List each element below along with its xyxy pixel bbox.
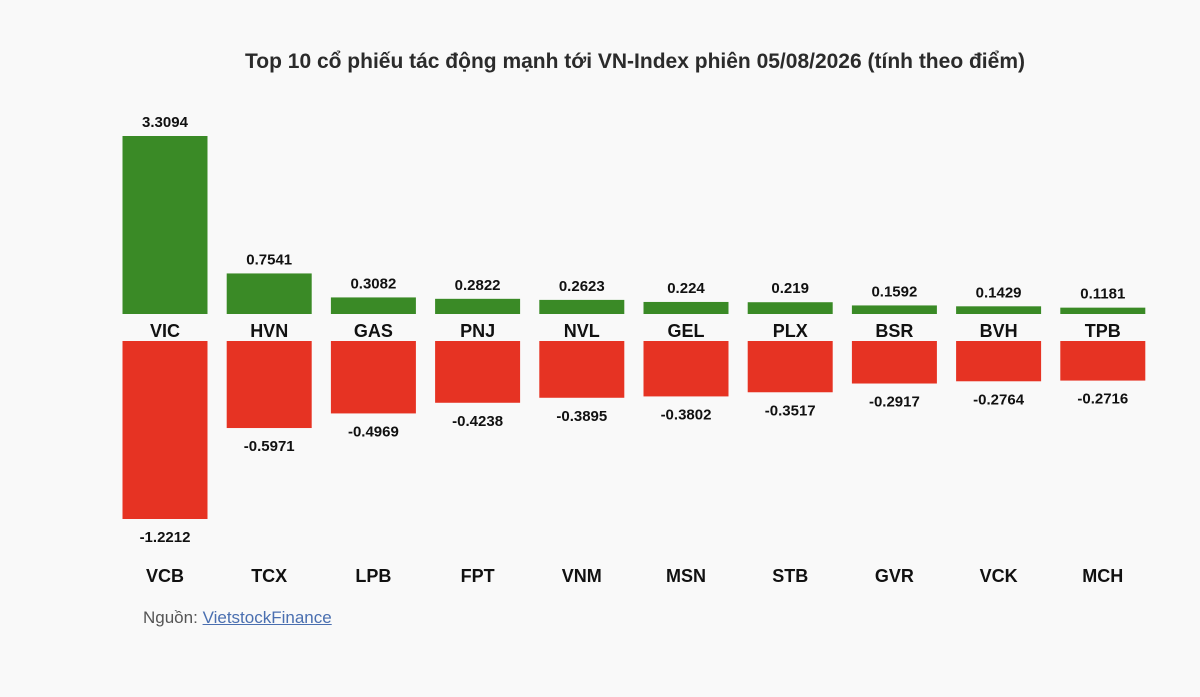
category-label-bsr: BSR	[875, 321, 913, 341]
source-link[interactable]: VietstockFinance	[202, 608, 332, 627]
category-label-mch: MCH	[1082, 566, 1123, 586]
value-label-fpt: -0.4238	[452, 413, 503, 430]
bar-positive-tpb	[1060, 307, 1146, 314]
bar-negative-vcb	[122, 341, 208, 519]
value-label-pnj: 0.2822	[455, 277, 501, 294]
category-label-vnm: VNM	[562, 566, 602, 586]
negative-bars	[122, 341, 1146, 519]
value-label-vnm: -0.3895	[556, 408, 607, 425]
category-label-tpb: TPB	[1085, 321, 1121, 341]
value-label-nvl: 0.2623	[559, 278, 605, 295]
category-label-gas: GAS	[354, 321, 393, 341]
category-label-bvh: BVH	[980, 321, 1018, 341]
category-label-gvr: GVR	[875, 566, 914, 586]
value-label-vic: 3.3094	[142, 114, 189, 131]
value-label-bvh: 0.1429	[976, 284, 1022, 301]
category-label-stb: STB	[772, 566, 808, 586]
value-label-gas: 0.3082	[350, 275, 396, 292]
value-label-mch: -0.2716	[1077, 391, 1128, 408]
bar-negative-vnm	[539, 341, 625, 398]
value-label-lpb: -0.4969	[348, 423, 399, 440]
bar-negative-stb	[747, 341, 833, 393]
bar-positive-plx	[747, 302, 833, 314]
bar-negative-lpb	[330, 341, 416, 414]
bar-negative-vck	[956, 341, 1042, 382]
value-label-stb: -0.3517	[765, 402, 816, 419]
category-label-vck: VCK	[980, 566, 1018, 586]
value-label-tcx: -0.5971	[244, 438, 295, 455]
bar-negative-gvr	[851, 341, 937, 384]
value-label-bsr: 0.1592	[871, 283, 917, 300]
category-label-nvl: NVL	[564, 321, 600, 341]
category-label-gel: GEL	[667, 321, 704, 341]
category-label-vcb: VCB	[146, 566, 184, 586]
value-label-plx: 0.219	[771, 280, 809, 297]
source-note: Nguồn: VietstockFinance	[143, 608, 332, 628]
category-label-hvn: HVN	[250, 321, 288, 341]
category-label-pnj: PNJ	[460, 321, 495, 341]
value-label-gel: 0.224	[667, 280, 705, 297]
category-label-fpt: FPT	[461, 566, 495, 586]
category-label-vic: VIC	[150, 321, 180, 341]
bar-positive-vic	[122, 136, 208, 314]
category-label-msn: MSN	[666, 566, 706, 586]
bar-positive-pnj	[435, 298, 521, 314]
bar-positive-hvn	[226, 273, 312, 314]
value-label-tpb: 0.1181	[1080, 286, 1125, 303]
bar-positive-gel	[643, 301, 729, 314]
bar-positive-bsr	[851, 305, 937, 314]
chart-labels: 3.3094 VIC 0.7541 HVN 0.3082 GAS 0.2822 PNJ 0.26…	[140, 114, 1129, 586]
bar-positive-nvl	[539, 299, 625, 314]
source-prefix: Nguồn:	[143, 608, 198, 627]
positive-bars	[122, 136, 1146, 314]
category-label-tcx: TCX	[251, 566, 287, 586]
bar-negative-tcx	[226, 341, 312, 429]
category-label-plx: PLX	[773, 321, 808, 341]
value-label-hvn: 0.7541	[246, 251, 292, 268]
category-label-lpb: LPB	[355, 566, 391, 586]
value-label-msn: -0.3802	[661, 406, 712, 423]
bar-negative-fpt	[435, 341, 521, 403]
bar-negative-msn	[643, 341, 729, 397]
bar-positive-bvh	[956, 306, 1042, 314]
chart-title: Top 10 cổ phiếu tác động mạnh tới VN-Ind…	[245, 50, 1025, 73]
value-label-vcb: -1.2212	[140, 529, 191, 546]
value-label-vck: -0.2764	[973, 391, 1025, 408]
bar-positive-gas	[330, 297, 416, 314]
value-label-gvr: -0.2917	[869, 394, 920, 411]
bar-negative-mch	[1060, 341, 1146, 381]
